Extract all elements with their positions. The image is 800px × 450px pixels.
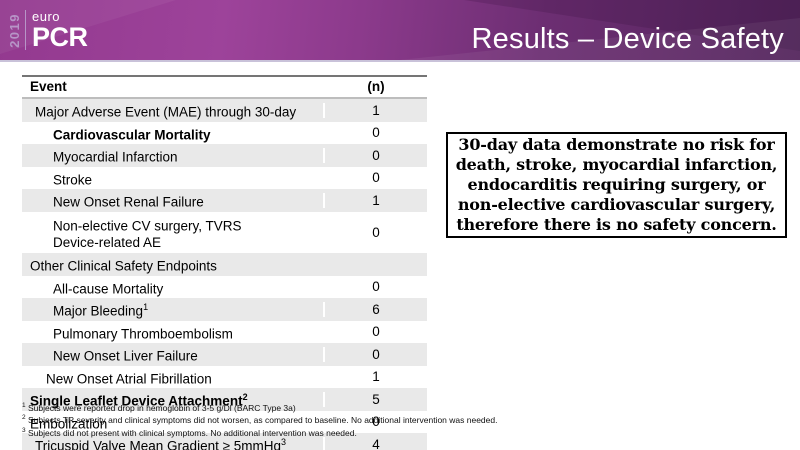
table-body: Major Adverse Event (MAE) through 30-day…	[22, 99, 427, 450]
event-count: 0	[323, 414, 427, 430]
table-row: Major Bleeding1 6	[22, 298, 427, 321]
event-count: 0	[323, 147, 427, 163]
table-row: Pulmonary Thromboembolism 0	[22, 321, 427, 344]
table-row: Major Adverse Event (MAE) through 30-day…	[22, 99, 427, 122]
event-label: Stroke	[53, 172, 93, 187]
event-label: Cardiovascular Mortality	[53, 127, 211, 142]
table-row: Myocardial Infarction 0	[22, 144, 427, 167]
event-label: All-cause Mortality	[53, 281, 164, 296]
event-label: Single Leaflet Device Attachment2	[30, 392, 248, 409]
event-label: Other Clinical Safety Endpoints	[30, 258, 217, 274]
event-count: 1	[323, 369, 427, 385]
table-header-row: Event (n)	[22, 75, 427, 99]
device-safety-table: Event (n) Major Adverse Event (MAE) thro…	[22, 75, 427, 450]
europcr-logo: 2019 euro PCR	[7, 7, 88, 53]
event-count: 4	[323, 436, 427, 450]
event-count: 0	[323, 279, 427, 295]
event-label: New Onset Renal Failure	[53, 194, 204, 210]
logo-euro-text: euro	[32, 8, 61, 24]
table-row: Other Clinical Safety Endpoints	[22, 253, 427, 276]
event-count: 0	[323, 125, 427, 141]
column-header-n: (n)	[323, 77, 427, 97]
footnote: 2 Subjects TR severity and clinical symp…	[22, 414, 498, 426]
logo-year: 2019	[7, 12, 22, 48]
event-label: New Onset Atrial Fibrillation	[46, 371, 212, 386]
event-label: Tricuspid Valve Mean Gradient ≥ 5mmHg3	[35, 437, 287, 450]
callout-text: 30-day data demonstrate no risk for deat…	[455, 135, 778, 234]
footnote: 3 Subjects did not present with clinical…	[22, 426, 357, 438]
table-row: Single Leaflet Device Attachment2 5	[22, 388, 427, 411]
logo-brand: euro PCR	[32, 10, 88, 51]
table-row: Embolization 0	[22, 411, 427, 434]
header-banner: 2019 euro PCR Results – Device Safety	[0, 0, 800, 62]
logo-divider	[25, 10, 26, 50]
event-label: Non-elective CV surgery, TVRS Device-rela…	[53, 218, 242, 250]
table-row: All-cause Mortality 0	[22, 276, 427, 299]
event-label: Pulmonary Thromboembolism	[53, 326, 233, 341]
table-row: Non-elective CV surgery, TVRS Device-rela…	[22, 212, 427, 254]
event-label: New Onset Liver Failure	[53, 348, 198, 364]
event-count: 1	[323, 192, 427, 208]
event-count: 1	[323, 102, 427, 118]
event-label: Major Adverse Event (MAE) through 30-day	[35, 104, 297, 120]
event-count: 0	[323, 224, 427, 240]
slide-title: Results – Device Safety	[471, 23, 784, 55]
event-label: Embolization	[30, 416, 108, 431]
event-count: 6	[323, 301, 427, 317]
logo-pcr-text: PCR	[32, 21, 88, 52]
table-row: Stroke 0	[22, 167, 427, 190]
event-label: Myocardial Infarction	[53, 149, 178, 165]
safety-conclusion-callout: 30-day data demonstrate no risk for deat…	[446, 132, 787, 238]
table-row: New Onset Renal Failure 1	[22, 189, 427, 212]
event-count: 0	[323, 170, 427, 186]
event-count: 0	[323, 324, 427, 340]
event-label: Major Bleeding1	[53, 302, 149, 319]
event-count: 5	[323, 391, 427, 407]
table-row: Cardiovascular Mortality 0	[22, 122, 427, 145]
footnote: 1 Subjects were reported drop in hemoglo…	[22, 402, 296, 413]
event-count: 0	[323, 346, 427, 362]
table-row: New Onset Atrial Fibrillation 1	[22, 366, 427, 389]
footnotes: 1 Subjects were reported drop in hemoglo…	[22, 401, 597, 438]
table-row: New Onset Liver Failure 0	[22, 343, 427, 366]
column-header-event: Event	[30, 79, 67, 94]
table-row: Tricuspid Valve Mean Gradient ≥ 5mmHg3 4	[22, 433, 427, 450]
